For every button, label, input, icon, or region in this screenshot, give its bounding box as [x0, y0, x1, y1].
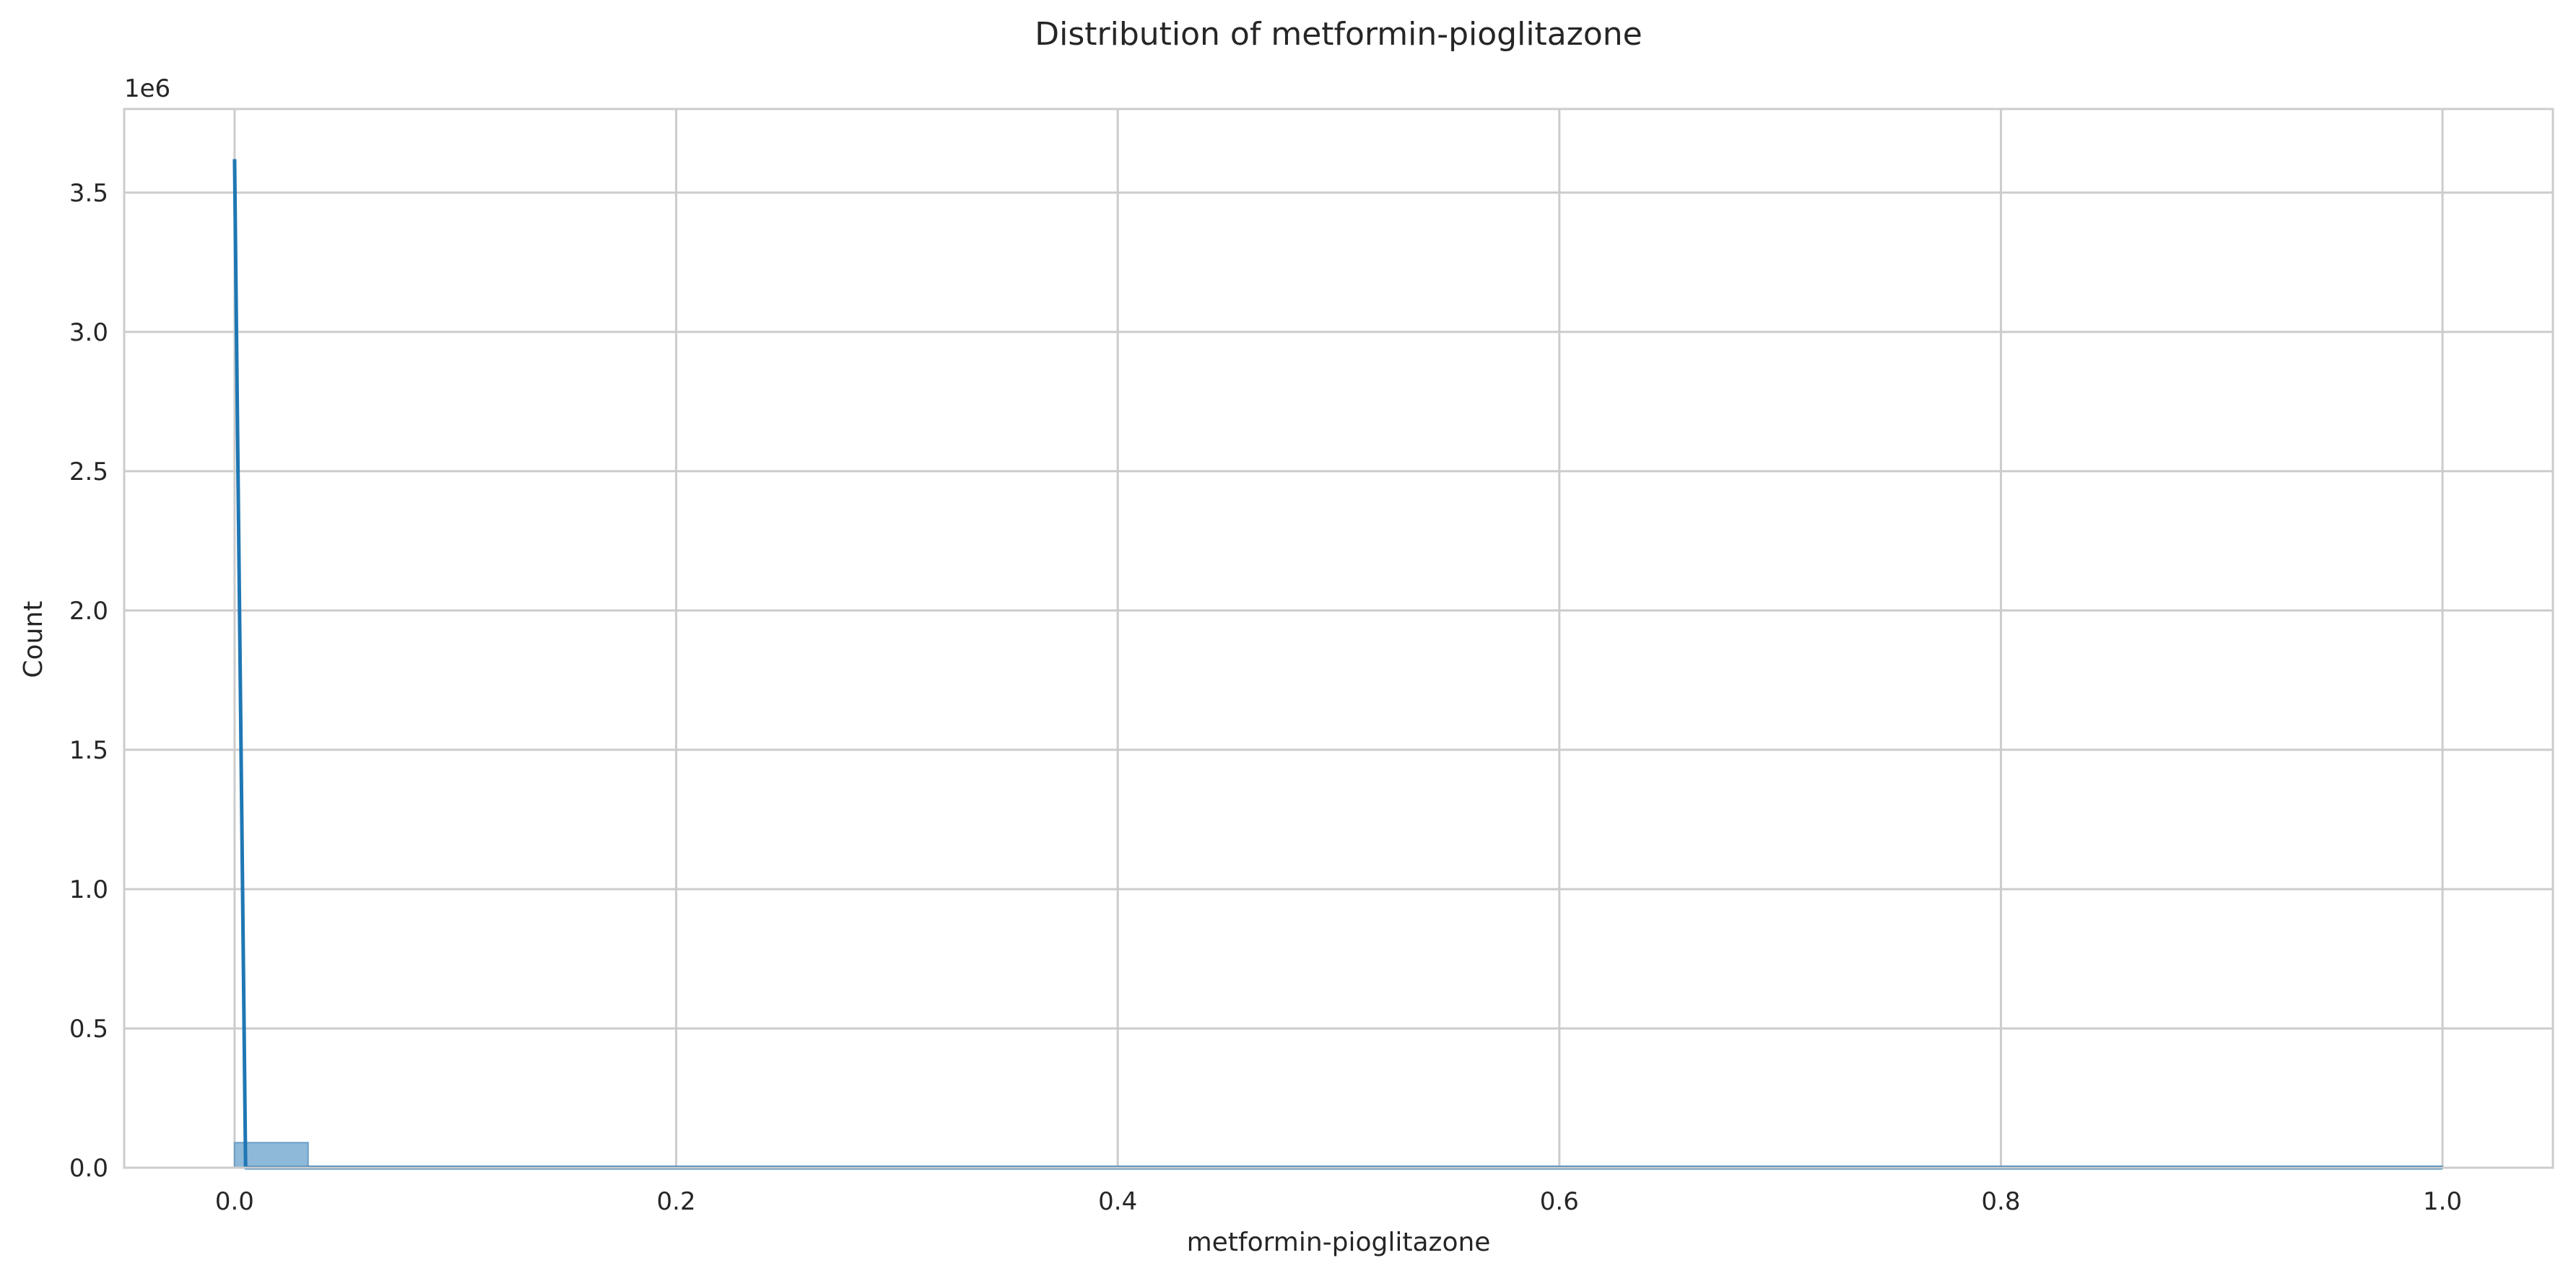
x-tick-label-1: 0.2: [657, 1187, 696, 1216]
x-tick-label-2: 0.4: [1098, 1187, 1137, 1216]
y-tick-label-3: 1.5: [69, 736, 108, 765]
y-offset-label: 1e6: [124, 74, 170, 103]
axes-spines: [123, 108, 2554, 1169]
axes-frame: [123, 108, 2554, 1169]
x-tick-labels: 0.0 0.2 0.4 0.6 0.8 1.0: [215, 1187, 2462, 1216]
kde-line: [232, 159, 2443, 1170]
kde-curve: [232, 159, 2443, 1170]
y-axis-title: Count: [19, 601, 48, 678]
y-tick-label-2: 1.0: [69, 875, 108, 904]
chart-title: Distribution of metformin-pioglitazone: [1035, 16, 1642, 53]
y-tick-label-0: 0.0: [69, 1154, 108, 1183]
y-tick-label-7: 3.5: [69, 179, 108, 208]
y-tick-label-6: 3.0: [69, 318, 108, 347]
x-tick-label-4: 0.8: [1981, 1187, 2020, 1216]
x-tick-label-5: 1.0: [2423, 1187, 2462, 1216]
x-axis-title: metformin-pioglitazone: [1187, 1228, 1491, 1257]
x-tick-label-0: 0.0: [215, 1187, 254, 1216]
y-tick-labels: 0.0 0.5 1.0 1.5 2.0 2.5 3.0 3.5: [69, 179, 108, 1183]
y-tick-label-1: 0.5: [69, 1015, 108, 1044]
x-tick-label-3: 0.6: [1540, 1187, 1579, 1216]
grid: [124, 109, 2553, 1169]
y-tick-label-4: 2.0: [69, 597, 108, 626]
y-tick-label-5: 2.5: [69, 458, 108, 486]
histogram-bars: [233, 1142, 2444, 1168]
